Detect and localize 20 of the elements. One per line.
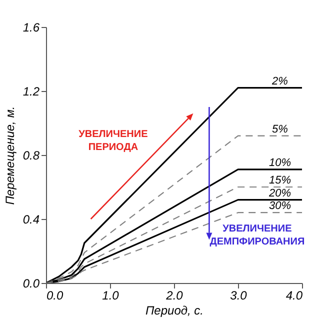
x-tick-label: 3.0 bbox=[230, 288, 248, 302]
y-axis-title: Перемещение, м. bbox=[2, 106, 17, 205]
y-tick-label: 1.2 bbox=[22, 84, 40, 98]
annotation: УВЕЛИЧЕНИЕ ДЕМПФИРОВАНИЯ bbox=[210, 224, 305, 248]
series-label: 15% bbox=[268, 174, 292, 186]
series-label: 2% bbox=[271, 75, 288, 88]
y-tick-label: 0.4 bbox=[22, 212, 40, 226]
x-tick-label: 4.0 bbox=[286, 288, 303, 302]
y-tick-label: 0.8 bbox=[22, 148, 40, 162]
series-label: 10% bbox=[268, 156, 292, 169]
series-label: 20% bbox=[268, 187, 292, 200]
series-label: 5% bbox=[272, 123, 288, 136]
x-tick-label: 2.0 bbox=[165, 288, 184, 302]
series-label: 30% bbox=[268, 200, 292, 212]
annotation: УВЕЛИЧЕНИЕ ПЕРИОДА bbox=[78, 129, 148, 154]
y-tick-label: 0.0 bbox=[22, 276, 40, 290]
y-tick-label: 1.6 bbox=[22, 20, 40, 34]
x-tick-label: 0.0 bbox=[46, 288, 64, 302]
x-axis-title: Период, с. bbox=[145, 304, 204, 318]
x-tick-label: 1.0 bbox=[102, 288, 120, 302]
